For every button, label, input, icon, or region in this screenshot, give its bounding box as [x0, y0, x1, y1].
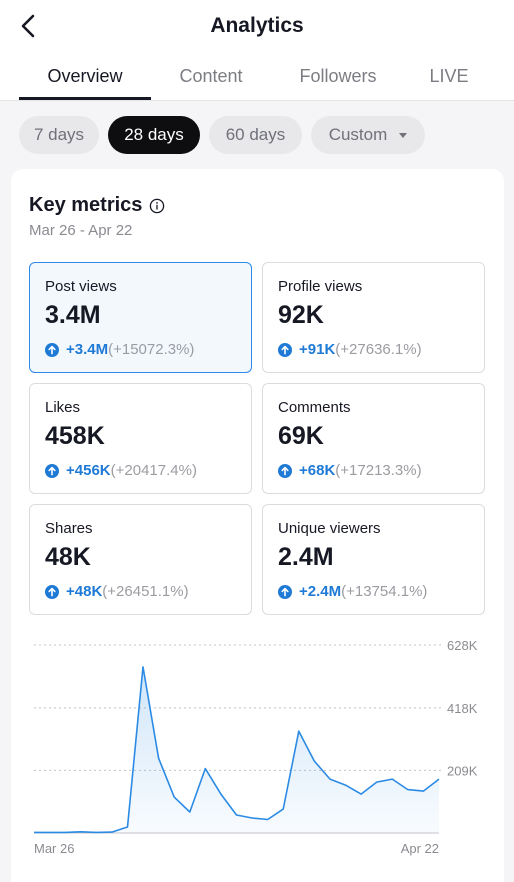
metric-delta: +2.4M (+13754.1%) — [278, 583, 427, 600]
series-line — [34, 666, 440, 834]
filter-label: 28 days — [124, 125, 184, 144]
chevron-left-icon — [21, 14, 35, 38]
filter-7-days[interactable]: 7 days — [19, 116, 99, 154]
arrow-up-circle-icon — [278, 584, 292, 599]
metric-delta: +3.4M (+15072.3%) — [45, 341, 194, 358]
y-tick-label: 628K — [447, 638, 478, 653]
tab-followers[interactable]: Followers — [299, 66, 377, 86]
delta-percent: (+26451.1%) — [102, 583, 189, 600]
key-metrics-panel: Key metrics Mar 26 - Apr 22 Post views 3… — [11, 169, 504, 882]
metric-delta: +48K (+26451.1%) — [45, 583, 189, 600]
filter-28-days[interactable]: 28 days — [108, 116, 200, 154]
date-range: Mar 26 - Apr 22 — [29, 222, 133, 239]
delta-absolute: +3.4M — [66, 341, 109, 358]
delta-percent: (+15072.3%) — [108, 341, 195, 358]
metric-card-comments[interactable]: Comments 69K +68K (+17213.3%) — [262, 383, 485, 494]
arrow-up-circle-icon — [45, 342, 59, 357]
metric-value: 3.4M — [45, 301, 101, 329]
delta-percent: (+20417.4%) — [110, 462, 197, 479]
post-views-chart: 628K 418K 209K Mar 26 Apr 22 — [34, 638, 478, 856]
metric-delta: +68K (+17213.3%) — [278, 462, 422, 479]
metric-value: 69K — [278, 422, 324, 450]
delta-percent: (+27636.1%) — [335, 341, 422, 358]
filter-60-days[interactable]: 60 days — [209, 116, 302, 154]
delta-absolute: +48K — [66, 583, 103, 600]
x-end-label: Apr 22 — [401, 841, 439, 856]
metric-card-unique-viewers[interactable]: Unique viewers 2.4M +2.4M (+13754.1%) — [262, 504, 485, 615]
page-title: Analytics — [210, 14, 304, 37]
key-metrics-heading: Key metrics — [29, 194, 165, 217]
metric-label: Post views — [45, 278, 117, 295]
delta-absolute: +2.4M — [299, 583, 342, 600]
arrow-up-circle-icon — [278, 342, 292, 357]
back-button[interactable] — [14, 12, 42, 40]
delta-absolute: +456K — [66, 462, 111, 479]
y-tick-label: 209K — [447, 763, 478, 778]
key-metrics-title: Key metrics — [29, 194, 143, 216]
filter-label: Custom — [328, 125, 388, 144]
metric-label: Shares — [45, 520, 93, 537]
metric-delta: +91K (+27636.1%) — [278, 341, 422, 358]
date-filter-bar: 7 days 28 days 60 days Custom — [0, 116, 514, 154]
metric-value: 92K — [278, 301, 324, 329]
delta-percent: (+13754.1%) — [341, 583, 428, 600]
caret-down-icon — [399, 132, 408, 138]
x-start-label: Mar 26 — [34, 841, 74, 856]
info-icon[interactable] — [149, 198, 165, 214]
metric-label: Comments — [278, 399, 351, 416]
metric-label: Unique viewers — [278, 520, 381, 537]
arrow-up-circle-icon — [278, 463, 292, 478]
delta-absolute: +68K — [299, 462, 336, 479]
arrow-up-circle-icon — [45, 463, 59, 478]
filter-label: 7 days — [33, 125, 85, 144]
metric-delta: +456K (+20417.4%) — [45, 462, 197, 479]
tab-bar: Overview Content Followers LIVE — [0, 62, 514, 100]
metric-card-shares[interactable]: Shares 48K +48K (+26451.1%) — [29, 504, 252, 615]
delta-absolute: +91K — [299, 341, 336, 358]
tab-content[interactable]: Content — [179, 66, 243, 86]
filter-custom[interactable]: Custom — [311, 116, 425, 154]
series-area-fill — [34, 666, 439, 833]
y-tick-label: 418K — [447, 701, 478, 716]
metric-label: Likes — [45, 399, 81, 416]
delta-percent: (+17213.3%) — [335, 462, 422, 479]
metric-value: 2.4M — [278, 543, 334, 571]
tab-overview[interactable]: Overview — [47, 66, 123, 86]
metric-label: Profile views — [278, 278, 363, 295]
tab-live[interactable]: LIVE — [429, 66, 469, 86]
active-tab-indicator — [19, 97, 151, 100]
metric-value: 48K — [45, 543, 91, 571]
metric-card-likes[interactable]: Likes 458K +456K (+20417.4%) — [29, 383, 252, 494]
metric-card-post-views[interactable]: Post views 3.4M +3.4M (+15072.3%) — [29, 262, 252, 373]
metric-value: 458K — [45, 422, 105, 450]
filter-label: 60 days — [225, 125, 286, 144]
top-bar: Analytics Overview Content Followers LIV… — [0, 0, 514, 101]
metric-card-profile-views[interactable]: Profile views 92K +91K (+27636.1%) — [262, 262, 485, 373]
arrow-up-circle-icon — [45, 584, 59, 599]
